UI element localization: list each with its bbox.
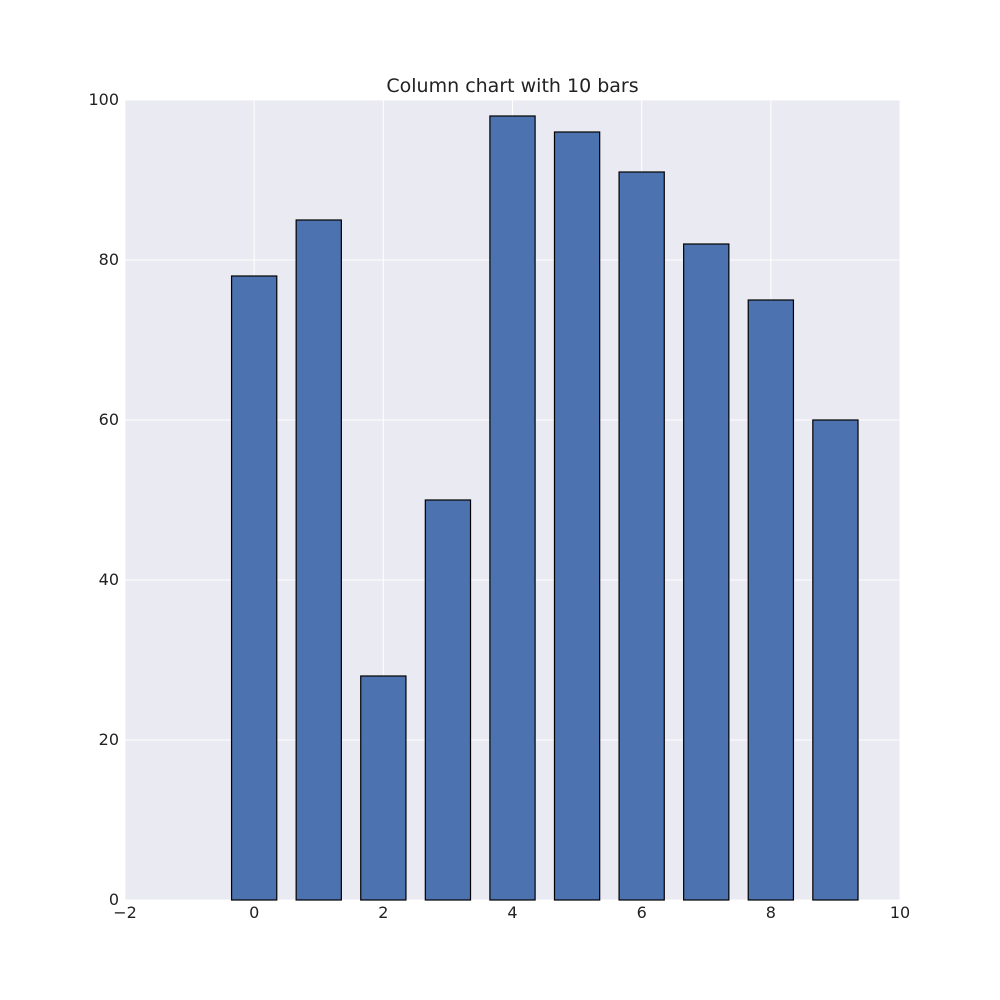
y-axis-ticks: 0 20 40 60 80 100 (88, 90, 119, 909)
bar (553, 131, 601, 901)
bars (230, 115, 859, 901)
x-axis-ticks: −2 0 2 4 6 8 10 (113, 903, 910, 922)
bar (295, 219, 342, 901)
y-tick-label: 100 (88, 90, 119, 109)
y-tick-label: 80 (99, 250, 119, 269)
bar (424, 499, 472, 901)
x-tick-label: 10 (890, 903, 910, 922)
x-tick-label: 4 (507, 903, 517, 922)
y-tick-label: 20 (99, 730, 119, 749)
y-tick-label: 0 (109, 890, 119, 909)
x-tick-label: 8 (766, 903, 776, 922)
bar (489, 115, 536, 901)
bar (747, 299, 795, 901)
x-tick-label: 0 (249, 903, 259, 922)
bar (618, 171, 665, 901)
bar (360, 675, 407, 901)
x-tick-label: 2 (378, 903, 388, 922)
x-tick-label: 6 (637, 903, 647, 922)
chart-title: Column chart with 10 bars (386, 75, 638, 97)
x-tick-label: −2 (113, 903, 137, 922)
y-tick-label: 40 (99, 570, 119, 589)
bar (230, 275, 278, 901)
y-tick-label: 60 (99, 410, 119, 429)
bar (683, 243, 730, 901)
bar (812, 419, 859, 901)
